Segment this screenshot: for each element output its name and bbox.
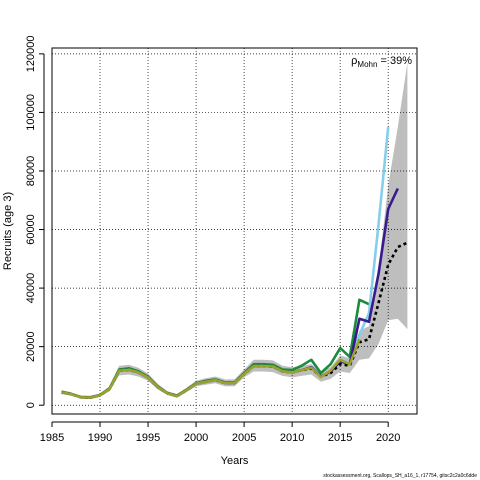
x-axis: 1985 1990 1995 2000 2005 2010 2015 2020 bbox=[40, 421, 400, 444]
rho-symbol: ρ bbox=[351, 55, 357, 67]
y-axis-label: Recruits (age 3) bbox=[2, 192, 14, 270]
x-tick-label: 2020 bbox=[376, 432, 400, 444]
y-axis: 0 20000 40000 60000 80000 100000 120000 bbox=[25, 36, 45, 408]
y-tick-label: 20000 bbox=[25, 331, 37, 362]
grid-layer bbox=[51, 48, 417, 414]
y-tick-label: 60000 bbox=[25, 214, 37, 245]
y-tick-label: 40000 bbox=[25, 273, 37, 304]
x-tick-label: 2005 bbox=[232, 432, 256, 444]
x-tick-label: 1985 bbox=[40, 432, 64, 444]
y-tick-label: 120000 bbox=[25, 36, 37, 73]
rho-subscript: Mohn bbox=[357, 60, 377, 69]
x-tick-label: 2015 bbox=[328, 432, 352, 444]
rho-value: = 39% bbox=[377, 55, 412, 67]
series-line-5 bbox=[61, 338, 361, 399]
x-tick-label: 2000 bbox=[184, 432, 208, 444]
y-tick-label: 80000 bbox=[25, 156, 37, 187]
mohn-rho-annotation: ρMohn = 39% bbox=[351, 55, 412, 69]
plot-frame bbox=[51, 47, 418, 415]
source-caption: stockassessment.org, Scallops_SH_a16_1, … bbox=[323, 473, 477, 479]
x-tick-label: 1995 bbox=[136, 432, 160, 444]
y-tick-label: 100000 bbox=[25, 94, 37, 131]
x-tick-label: 1990 bbox=[88, 432, 112, 444]
x-tick-label: 2010 bbox=[280, 432, 304, 444]
series-layer bbox=[61, 126, 408, 399]
x-axis-label: Years bbox=[221, 455, 249, 467]
y-tick-label: 0 bbox=[25, 402, 37, 408]
